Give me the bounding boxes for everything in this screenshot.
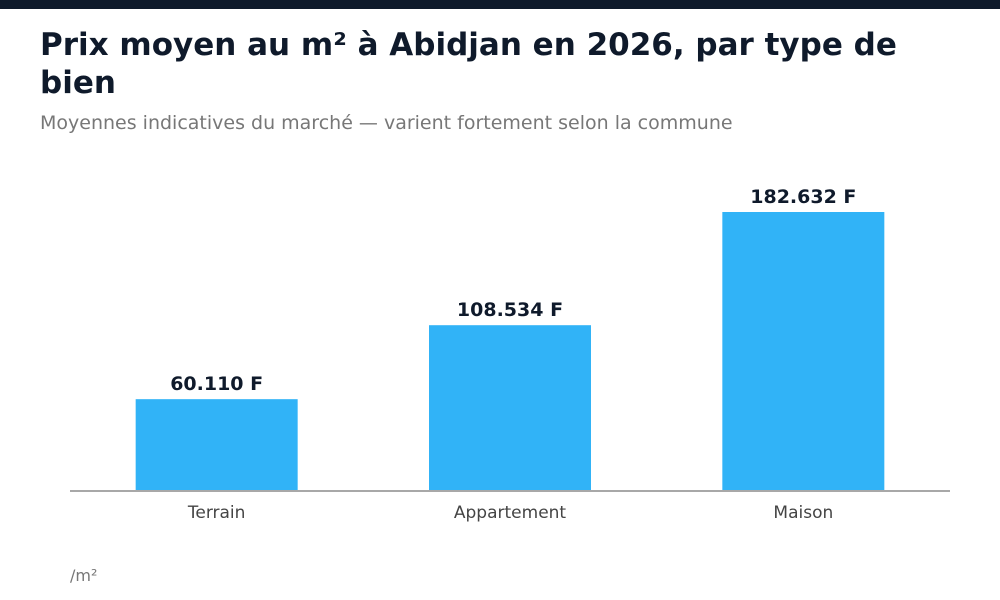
- bar-terrain: [135, 399, 298, 491]
- chart-title: Prix moyen au m² à Abidjan en 2026, par …: [40, 27, 897, 101]
- bar-maison: [722, 212, 885, 491]
- unit-note: /m²: [70, 566, 98, 585]
- chart-subtitle: Moyennes indicatives du marché — varient…: [40, 112, 733, 134]
- value-label: 182.632 F: [750, 186, 856, 208]
- value-label: 60.110 F: [170, 373, 263, 395]
- top-accent-bar: [0, 0, 1000, 9]
- category-label: Maison: [773, 503, 833, 523]
- category-label: Appartement: [454, 503, 567, 523]
- bar-appartement: [429, 325, 591, 491]
- value-label: 108.534 F: [457, 299, 563, 321]
- category-label: Terrain: [187, 503, 246, 523]
